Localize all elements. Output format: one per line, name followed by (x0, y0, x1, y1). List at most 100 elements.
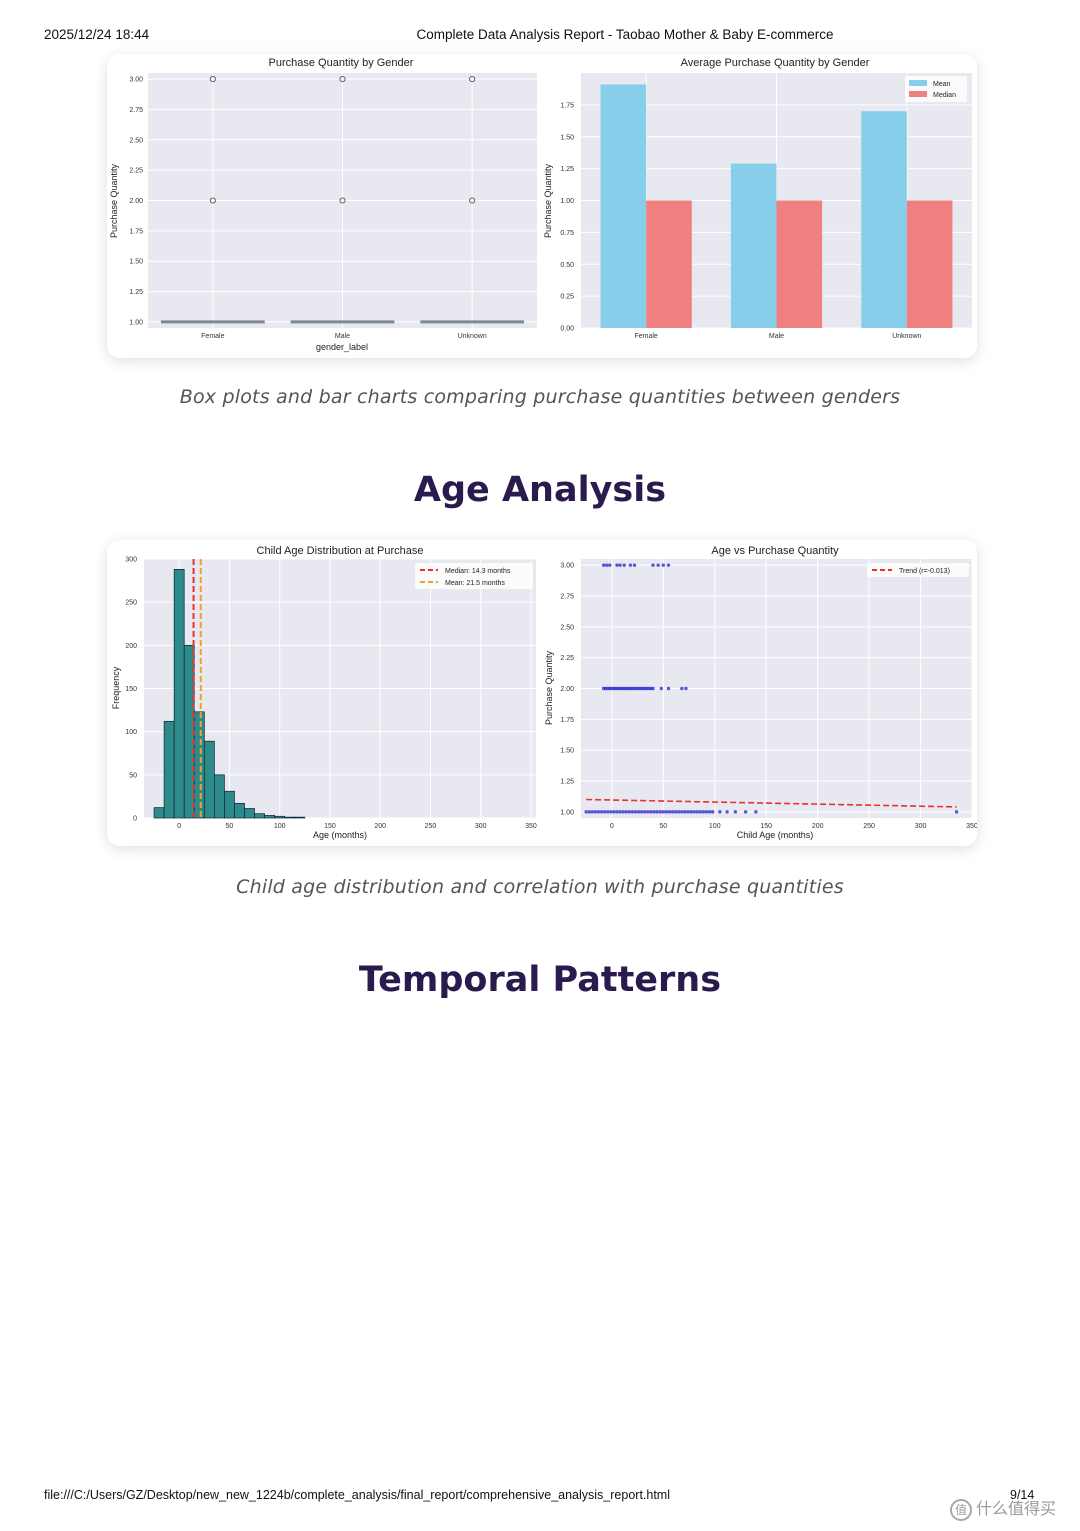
scatter-point (584, 810, 588, 814)
scatter-point (677, 810, 681, 814)
print-date: 2025/12/24 18:44 (44, 27, 150, 42)
scatter-xtick-label: 300 (915, 823, 927, 830)
histogram-bar (153, 807, 165, 819)
bar-mean (600, 84, 647, 328)
scatter-point (651, 563, 655, 567)
barchart-legend: Mean Median (905, 76, 967, 102)
print-header: 2025/12/24 18:44 Complete Data Analysis … (0, 27, 1080, 47)
scatter-point (666, 686, 671, 691)
scatter-point (602, 810, 607, 814)
scatter-point (954, 810, 959, 814)
scatter-point (684, 686, 688, 691)
scatter-point (680, 686, 684, 691)
histogram-bar (244, 808, 255, 819)
histogram-legend-box (415, 563, 533, 589)
scatter-point (658, 810, 662, 814)
barchart-ytick-label: 1.00 (560, 198, 574, 205)
legend-label-mean: Mean (933, 81, 951, 88)
boxplot-ylabel: Purchase Quantity (109, 163, 119, 238)
scatter-point (593, 810, 598, 814)
boxplot-ytick-label: 2.25 (129, 168, 143, 175)
scatter-xtick-label: 100 (709, 823, 721, 830)
scatter-xlabel: Child Age (months) (737, 830, 814, 840)
scatter-point (640, 810, 644, 814)
histogram-xtick-label: 350 (525, 823, 537, 830)
scatter-legend-box (867, 563, 969, 577)
scatter-point (686, 810, 690, 814)
boxplot-ytick-label: 1.50 (129, 259, 143, 266)
scatter-xtick-label: 250 (863, 823, 875, 830)
scatter-point (683, 810, 687, 814)
scatter-point (628, 563, 633, 567)
boxplot-outlier (469, 76, 476, 83)
scatter-point (615, 563, 619, 567)
barchart-ytick-label: 0.00 (560, 326, 574, 333)
scatter-point (605, 563, 609, 567)
scatter-point (718, 810, 722, 814)
scatter-point (661, 810, 666, 814)
histogram-bar (264, 815, 276, 819)
scatter-point (704, 810, 709, 814)
histogram-bar (193, 711, 205, 819)
bar-median (646, 200, 692, 328)
barchart-ytick-label: 0.25 (560, 294, 574, 301)
scatter-point (725, 810, 729, 814)
scatter-point (651, 686, 655, 691)
histogram-bar (254, 813, 265, 819)
barchart-xtick-label: Male (769, 333, 784, 340)
scatter-point (590, 810, 595, 814)
scatter-legend: Trend (r=-0.013) (867, 563, 969, 577)
scatter-point (633, 810, 638, 814)
scatter-ytick-label: 1.00 (560, 809, 574, 816)
barchart-ytick-label: 0.50 (560, 262, 574, 269)
boxplot-ytick-label: 1.75 (129, 228, 143, 235)
scatter-ytick-label: 2.75 (560, 594, 574, 601)
scatter-point (664, 810, 669, 814)
scatter-point (608, 563, 612, 567)
legend-label-median-line: Median: 14.3 months (445, 568, 511, 575)
legend-label-median: Median (933, 92, 956, 99)
age-figure: Child Age Distribution at Purchase 0 50 10… (111, 545, 978, 840)
scatter-point (606, 810, 610, 814)
histogram-xtick-label: 50 (226, 823, 234, 830)
histogram-xtick-label: 150 (324, 823, 336, 830)
scatter-point (643, 810, 647, 814)
histogram-xtick-label: 0 (177, 823, 181, 830)
boxplot-outlier (339, 76, 346, 83)
scatter-point (587, 810, 591, 814)
histogram-title: Child Age Distribution at Purchase (257, 545, 424, 557)
gender-figure-card: Purchase Quantity by Gender 1.00 1.25 1.50… (107, 54, 977, 358)
boxplot-title: Purchase Quantity by Gender (269, 57, 414, 69)
legend-label-trend: Trend (r=-0.013) (899, 568, 950, 575)
histogram-bar (214, 774, 225, 819)
age-figure-card: Child Age Distribution at Purchase 0 50 10… (107, 540, 978, 846)
scatter-point (707, 810, 712, 814)
histogram-xtick-label: 250 (425, 823, 437, 830)
scatter-point (680, 810, 684, 814)
scatter-point (701, 810, 706, 814)
watermark-icon: 值 (950, 1498, 972, 1521)
boxplot-outlier (209, 197, 216, 204)
histogram-ylabel: Frequency (111, 666, 121, 709)
scatter-point (615, 810, 619, 814)
scatter-point (743, 810, 748, 814)
gender-boxplot: Purchase Quantity by Gender 1.00 1.25 1.50… (109, 57, 537, 352)
scatter-ytick-label: 2.00 (560, 686, 574, 693)
histogram-xtick-label: 100 (274, 823, 286, 830)
histogram-ytick-label: 200 (125, 643, 137, 650)
histogram-ytick-label: 50 (129, 772, 137, 779)
histogram-bar (163, 720, 175, 819)
barchart-ylabel: Purchase Quantity (543, 163, 553, 238)
boxplot-outlier (209, 76, 216, 83)
scatter-point (666, 563, 671, 567)
scatter-point (656, 563, 660, 567)
bar-mean (861, 111, 907, 328)
scatter-title: Age vs Purchase Quantity (711, 545, 839, 557)
boxplot-xlabel: gender_label (316, 342, 368, 352)
scatter-xtick-label: 0 (610, 823, 614, 830)
histogram-xlabel: Age (months) (313, 830, 367, 840)
barchart-title: Average Purchase Quantity by Gender (681, 57, 870, 69)
print-page-number: 9/14 (1010, 1488, 1035, 1502)
scatter-point (659, 686, 663, 691)
boxplot-ytick-label: 1.00 (129, 319, 143, 326)
